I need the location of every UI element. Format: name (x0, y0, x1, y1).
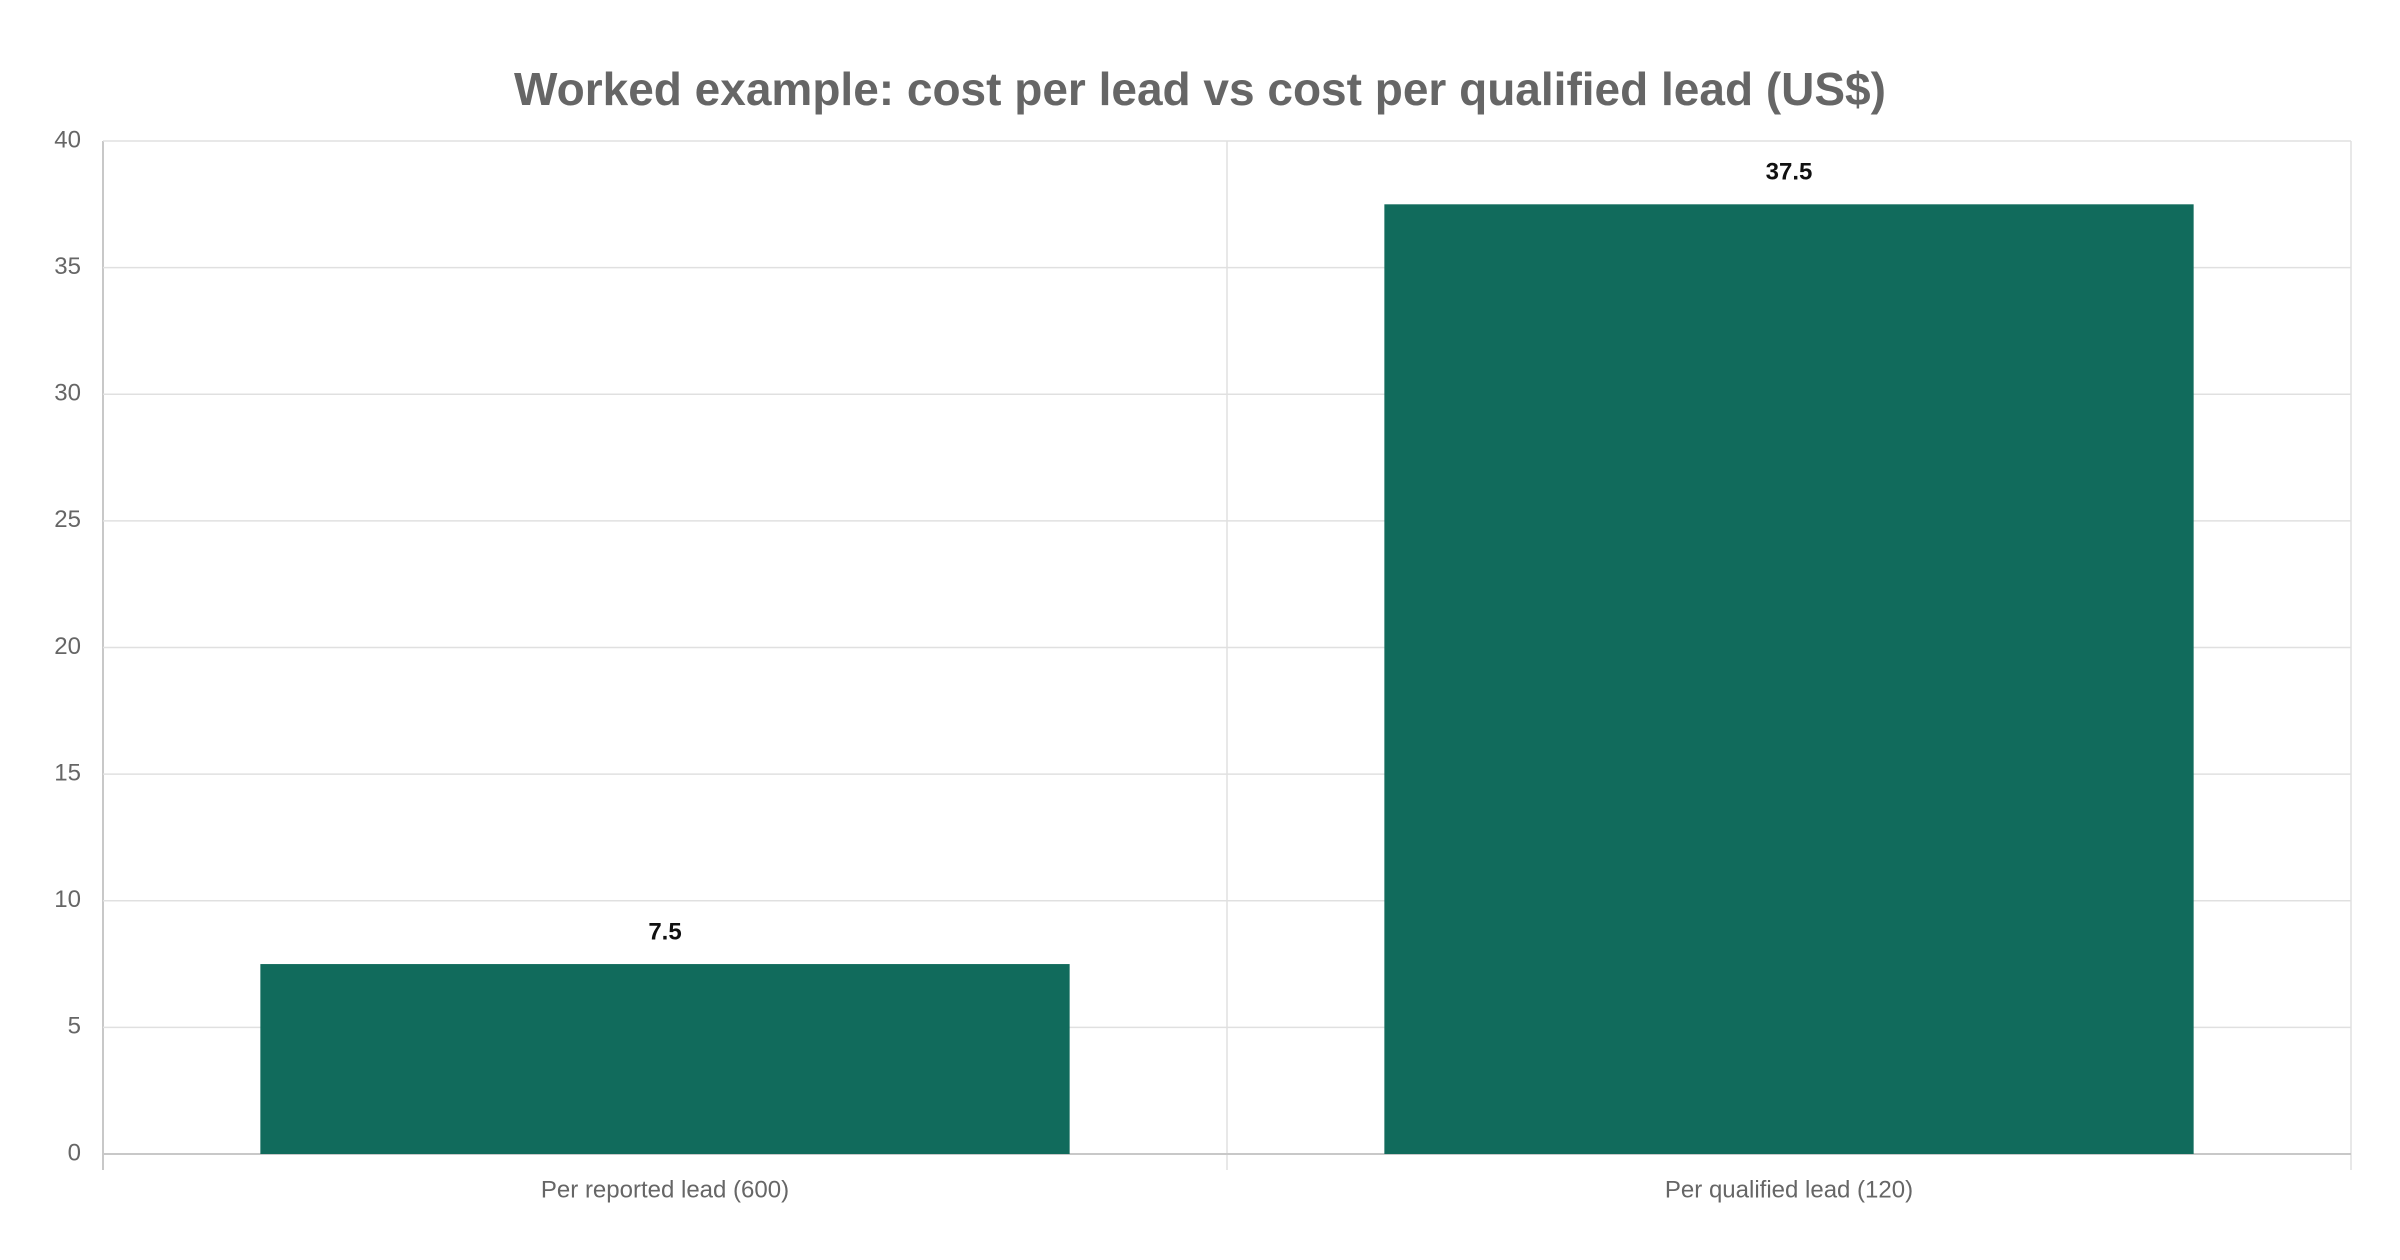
y-tick-label: 20 (54, 633, 81, 660)
y-tick-label: 30 (54, 380, 81, 407)
bar (1384, 204, 2194, 1154)
value-label: 7.5 (648, 918, 681, 945)
y-tick-label: 15 (54, 759, 81, 786)
y-tick-label: 10 (54, 886, 81, 913)
bar (260, 964, 1070, 1154)
y-tick-label: 5 (68, 1013, 81, 1040)
chart-title: Worked example: cost per lead vs cost pe… (514, 63, 1886, 115)
y-tick-label: 25 (54, 506, 81, 533)
x-tick-label: Per reported lead (600) (541, 1176, 789, 1203)
y-tick-label: 0 (68, 1139, 81, 1166)
x-tick-label: Per qualified lead (120) (1665, 1176, 1913, 1203)
value-label: 37.5 (1766, 159, 1813, 186)
y-tick-label: 35 (54, 253, 81, 280)
y-tick-label: 40 (54, 126, 81, 153)
